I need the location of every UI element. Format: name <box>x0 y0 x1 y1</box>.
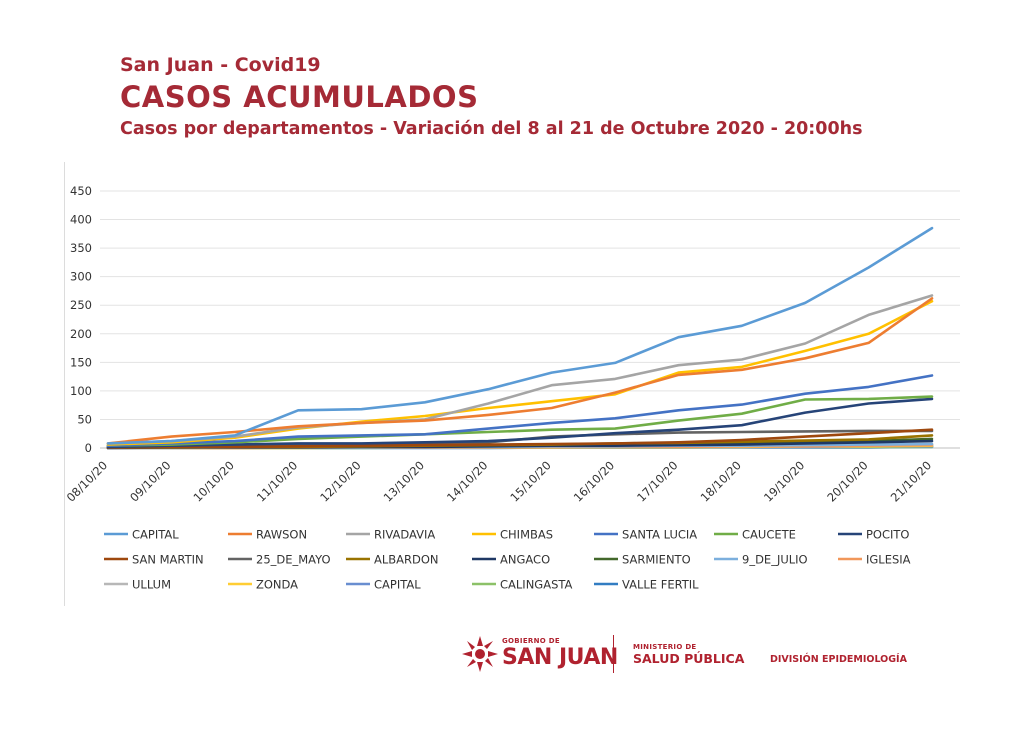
series-line <box>106 297 934 445</box>
footer: GOBIERNO DE SAN JUAN MINISTERIO DE SALUD… <box>460 630 930 680</box>
y-tick-label: 200 <box>70 327 92 341</box>
y-tick-label: 450 <box>70 184 92 198</box>
legend-label: 25_DE_MAYO <box>256 553 331 567</box>
series-line <box>106 226 934 445</box>
division-name: DIVISIÓN EPIDEMIOLOGÍA <box>770 654 907 665</box>
header: San Juan - Covid19 CASOS ACUMULADOS Caso… <box>120 52 863 142</box>
legend-label: POCITO <box>866 528 909 542</box>
y-tick-label: 0 <box>85 441 92 455</box>
x-tick-label: 15/10/20 <box>507 458 553 504</box>
x-tick-label: 17/10/20 <box>634 458 680 504</box>
x-tick-label: 16/10/20 <box>571 458 617 504</box>
legend-label: RAWSON <box>256 528 307 542</box>
legend-label: ZONDA <box>256 578 298 592</box>
x-tick-label: 13/10/20 <box>381 458 427 504</box>
page-title: CASOS ACUMULADOS <box>120 80 479 114</box>
series-line <box>106 428 934 449</box>
chart-series-lines <box>106 226 934 450</box>
series-line <box>106 395 934 448</box>
sun-logo-icon <box>462 636 498 672</box>
y-tick-label: 250 <box>70 298 92 312</box>
chart-frame-line <box>64 162 65 606</box>
chart-legend: CAPITAL RAWSON RIVADAVIA CHIMBAS SANTA LUCIA… <box>104 528 911 592</box>
legend-label: 9_DE_JULIO <box>742 553 808 567</box>
y-tick-label: 100 <box>70 384 92 398</box>
legend-label: CHIMBAS <box>500 528 553 542</box>
x-tick-label: 20/10/20 <box>824 458 870 504</box>
legend-label: SARMIENTO <box>622 553 691 567</box>
top-title: San Juan - Covid19 <box>120 54 321 76</box>
y-axis-ticks: 0 50 100 150 200 250 300 350 400 450 <box>70 184 92 455</box>
legend-label: ULLUM <box>132 578 171 592</box>
y-tick-label: 400 <box>70 213 92 227</box>
x-tick-label: 19/10/20 <box>761 458 807 504</box>
x-tick-label: 11/10/20 <box>254 458 300 504</box>
x-axis-ticks: 08/10/20 09/10/20 10/10/20 11/10/20 12/10/20… <box>64 458 934 504</box>
x-tick-label: 14/10/20 <box>444 458 490 504</box>
legend-label: RIVADAVIA <box>374 528 435 542</box>
x-tick-label: 21/10/20 <box>888 458 934 504</box>
legend-label: ALBARDON <box>374 553 439 567</box>
gov-small-label: GOBIERNO DE <box>502 637 560 645</box>
line-chart: 0 50 100 150 200 250 300 350 400 450 08/10/20 09/1… <box>64 184 960 592</box>
chart-grid <box>100 190 960 449</box>
x-tick-label: 09/10/20 <box>127 458 173 504</box>
legend-label: CALINGASTA <box>500 578 573 592</box>
y-tick-label: 50 <box>77 412 92 426</box>
x-tick-label: 08/10/20 <box>64 458 110 504</box>
legend-label: SAN MARTIN <box>132 553 204 567</box>
series-line <box>106 294 934 445</box>
ministry-name: SALUD PÚBLICA <box>633 651 745 666</box>
legend-label: CAPITAL <box>132 528 179 542</box>
legend-label: VALLE FERTIL <box>622 578 699 592</box>
legend-label: SANTA LUCIA <box>622 528 697 542</box>
ministry-small-label: MINISTERIO DE <box>633 643 697 651</box>
gov-name: SAN JUAN <box>502 645 618 670</box>
x-tick-label: 10/10/20 <box>190 458 236 504</box>
series-line <box>106 397 934 449</box>
legend-label: CAUCETE <box>742 528 796 542</box>
legend-label: ANGACO <box>500 553 550 567</box>
y-tick-label: 150 <box>70 355 92 369</box>
y-tick-label: 300 <box>70 270 92 284</box>
series-line <box>106 299 934 446</box>
legend-label: IGLESIA <box>866 553 911 567</box>
series-line <box>106 374 934 448</box>
y-tick-label: 350 <box>70 241 92 255</box>
x-tick-label: 12/10/20 <box>317 458 363 504</box>
legend-label: CAPITAL <box>374 578 421 592</box>
chart-subtitle: Casos por departamentos - Variación del … <box>120 119 863 139</box>
x-tick-label: 18/10/20 <box>698 458 744 504</box>
footer-divider <box>613 635 614 673</box>
